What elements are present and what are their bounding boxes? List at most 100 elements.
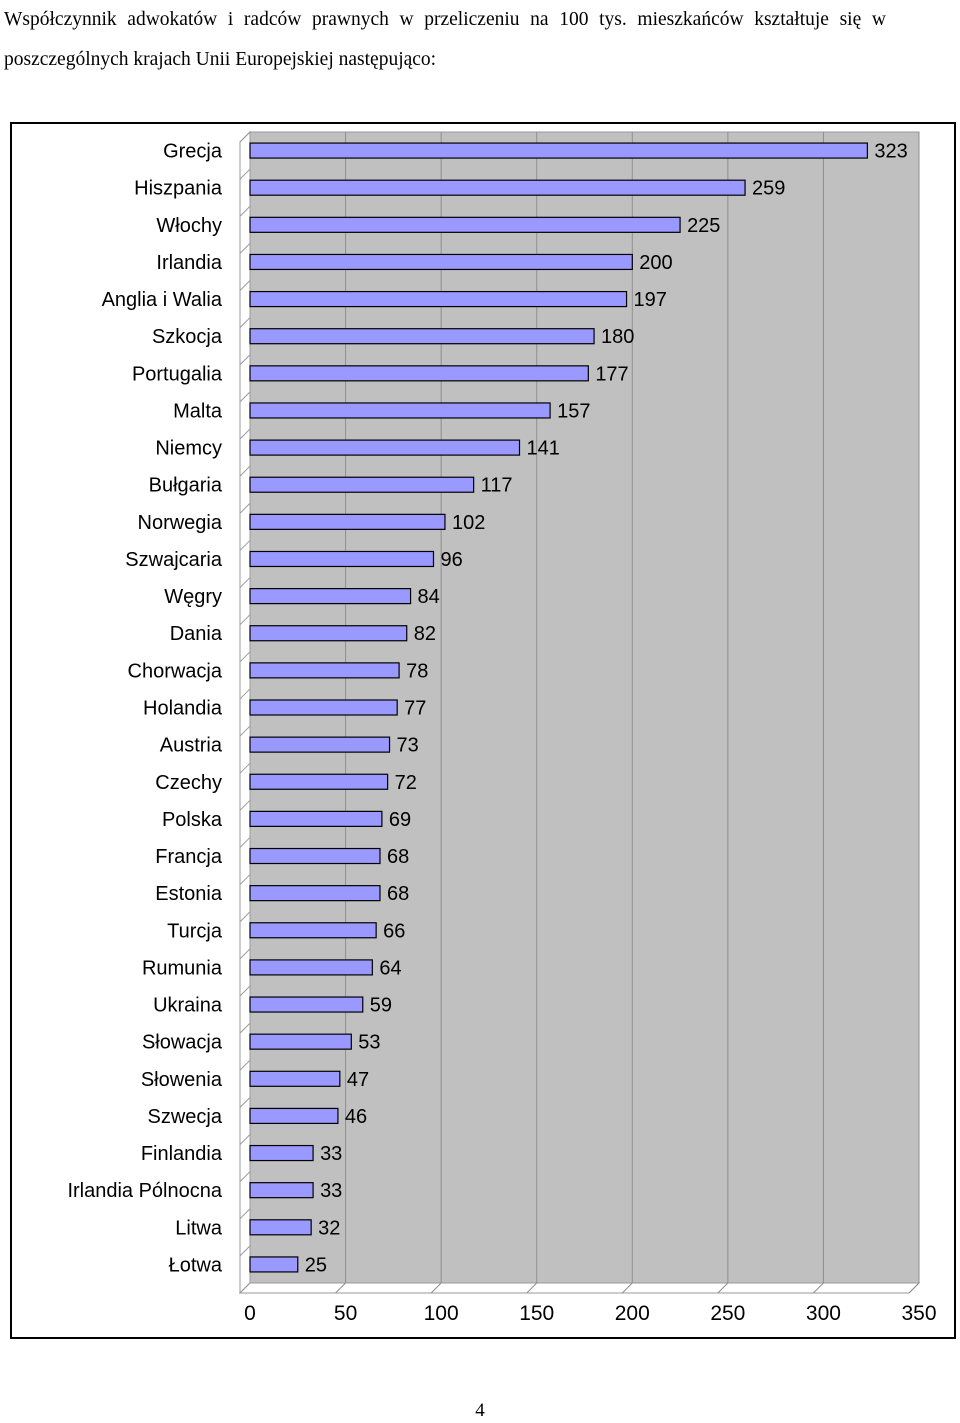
value-label: 180 xyxy=(601,326,634,348)
bar xyxy=(249,513,446,530)
bar xyxy=(249,625,408,642)
category-label: Grecja xyxy=(163,141,223,163)
gridline-floor xyxy=(430,1282,442,1294)
value-label: 96 xyxy=(440,549,462,571)
x-tick-label: 250 xyxy=(710,1302,745,1325)
category-tick xyxy=(239,1134,251,1145)
value-label: 59 xyxy=(370,995,392,1017)
category-label: Chorwacja xyxy=(128,660,223,682)
value-label: 69 xyxy=(389,809,411,831)
bar xyxy=(249,1033,352,1050)
value-label: 82 xyxy=(414,623,436,645)
value-label: 73 xyxy=(397,735,419,757)
value-label: 323 xyxy=(874,141,907,163)
category-tick xyxy=(239,688,251,700)
gridline-floor xyxy=(813,1282,824,1294)
bar xyxy=(249,662,400,679)
category-label: Włochy xyxy=(156,215,222,237)
category-tick xyxy=(239,799,251,811)
bar xyxy=(249,1219,312,1236)
value-label: 64 xyxy=(379,957,401,979)
value-label: 68 xyxy=(387,883,409,905)
category-tick xyxy=(239,614,251,626)
bar xyxy=(249,476,475,493)
bar xyxy=(249,996,364,1013)
bar xyxy=(249,1070,341,1087)
x-tick-label: 0 xyxy=(244,1302,256,1325)
gridline-floor xyxy=(526,1282,538,1294)
bar xyxy=(249,179,746,196)
category-label: Anglia i Walia xyxy=(102,289,223,311)
category-label: Portugalia xyxy=(132,363,223,385)
value-label: 46 xyxy=(345,1106,367,1128)
category-label: Słowenia xyxy=(141,1069,223,1091)
category-label: Słowacja xyxy=(142,1032,223,1054)
category-tick xyxy=(239,168,251,180)
category-tick xyxy=(239,465,251,477)
category-tick xyxy=(239,1245,251,1257)
bar xyxy=(249,253,633,271)
bar xyxy=(249,588,412,605)
bar xyxy=(249,439,521,456)
value-label: 72 xyxy=(395,772,417,794)
category-tick xyxy=(239,1097,251,1108)
category-tick xyxy=(239,205,251,217)
value-label: 225 xyxy=(687,215,720,237)
bar xyxy=(249,922,377,939)
bar xyxy=(249,328,595,345)
plot-floor xyxy=(238,1282,921,1294)
category-tick xyxy=(239,1282,251,1294)
category-tick xyxy=(239,317,251,328)
category-label: Norwegia xyxy=(138,512,223,534)
category-tick xyxy=(239,1022,251,1034)
category-tick xyxy=(239,243,251,254)
category-label: Węgry xyxy=(164,586,222,608)
category-label: Hiszpania xyxy=(134,178,223,200)
gridline-floor xyxy=(717,1282,729,1294)
x-tick-label: 300 xyxy=(806,1302,841,1325)
x-tick-label: 350 xyxy=(901,1302,936,1325)
x-tick-label: 100 xyxy=(424,1302,459,1325)
value-label: 157 xyxy=(557,400,590,422)
category-tick xyxy=(239,948,251,960)
category-label: Francja xyxy=(155,846,223,868)
bar xyxy=(249,550,435,568)
bar xyxy=(249,1256,299,1273)
category-tick xyxy=(239,577,251,588)
category-tick xyxy=(239,874,251,885)
value-label: 117 xyxy=(481,475,513,497)
category-tick xyxy=(239,354,251,366)
category-tick xyxy=(239,985,251,997)
value-label: 84 xyxy=(418,586,440,608)
value-label: 66 xyxy=(383,920,405,942)
category-tick xyxy=(239,428,251,440)
bar xyxy=(249,1107,339,1125)
category-label: Polska xyxy=(162,809,223,831)
bar xyxy=(249,1144,314,1162)
category-label: Rumunia xyxy=(142,957,223,979)
gridline-floor xyxy=(908,1282,920,1294)
bar xyxy=(249,1182,314,1199)
category-label: Ukraina xyxy=(153,995,223,1017)
bar xyxy=(249,699,398,716)
value-label: 102 xyxy=(452,512,485,534)
value-label: 177 xyxy=(595,363,628,385)
value-label: 32 xyxy=(318,1217,340,1239)
category-label: Austria xyxy=(160,735,223,757)
category-label: Niemcy xyxy=(155,438,222,460)
category-label: Malta xyxy=(173,400,223,422)
plot-side-wall xyxy=(239,130,251,1295)
category-tick xyxy=(239,651,251,663)
category-tick xyxy=(239,391,251,403)
bar xyxy=(249,142,868,159)
bar xyxy=(249,810,383,827)
category-tick xyxy=(239,280,251,291)
category-label: Szwajcaria xyxy=(125,549,223,571)
category-label: Dania xyxy=(170,623,223,645)
category-tick xyxy=(239,540,251,551)
category-tick xyxy=(239,502,251,514)
bar xyxy=(249,402,551,419)
category-tick xyxy=(239,1059,251,1071)
category-tick xyxy=(239,911,251,923)
